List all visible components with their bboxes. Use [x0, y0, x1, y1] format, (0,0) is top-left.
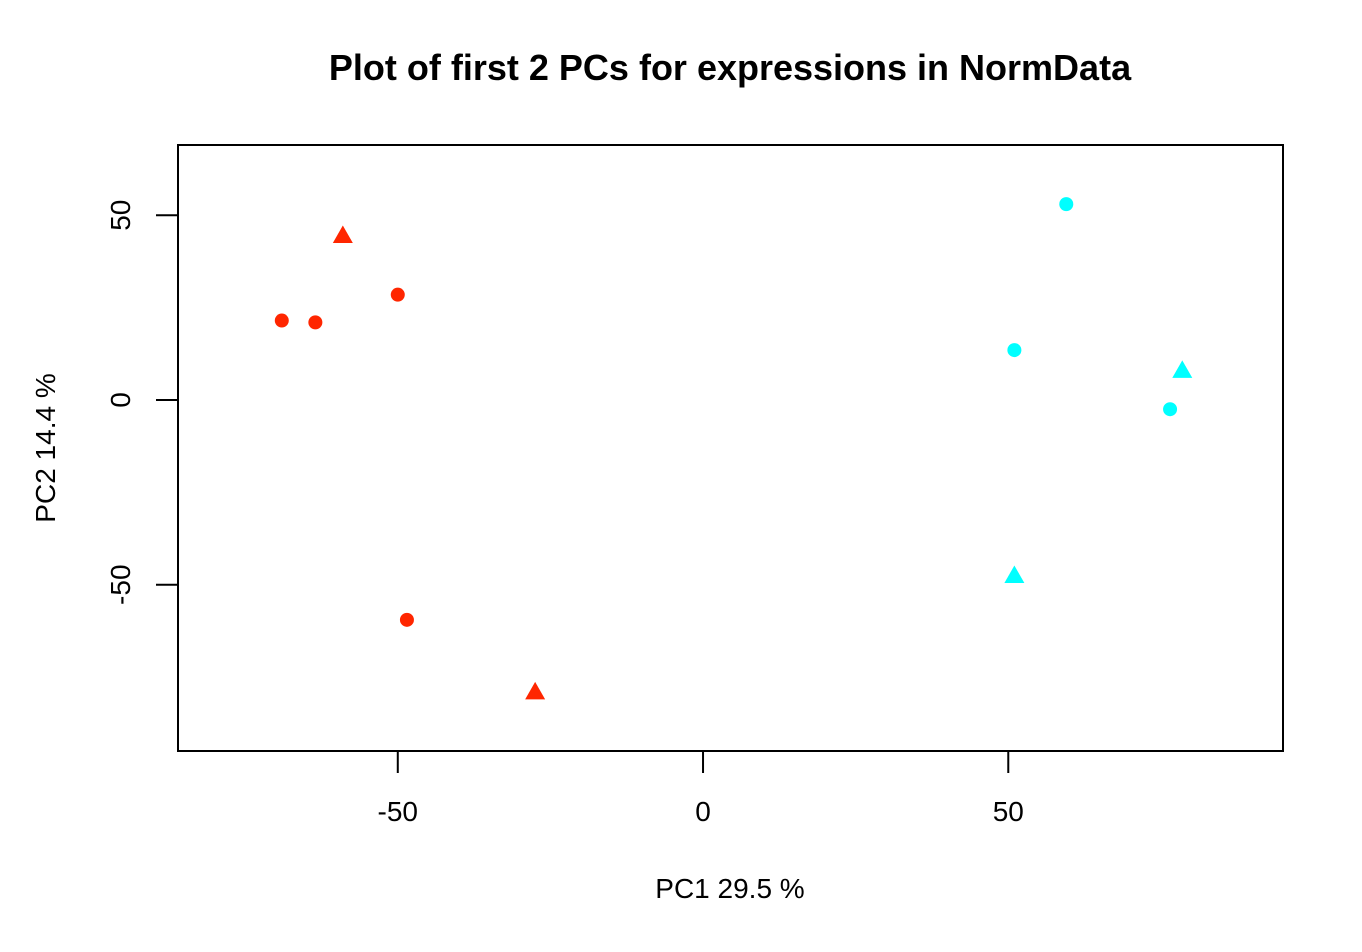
- y-tick-label: 0: [105, 392, 136, 408]
- chart-title: Plot of first 2 PCs for expressions in N…: [329, 47, 1132, 88]
- data-point-triangle: [1004, 565, 1025, 583]
- data-point-circle: [399, 612, 414, 627]
- x-tick-label: 0: [695, 796, 711, 827]
- y-tick-label: 50: [105, 200, 136, 231]
- x-axis: -50 0 50: [378, 750, 1024, 827]
- x-tick-label: -50: [378, 796, 418, 827]
- x-tick-label: 50: [993, 796, 1024, 827]
- y-axis-label: PC2 14.4 %: [30, 373, 61, 522]
- y-tick-label: -50: [105, 564, 136, 604]
- data-point-triangle: [332, 225, 353, 244]
- data-point-circle: [390, 287, 405, 302]
- data-points: [274, 197, 1193, 700]
- y-axis: -50 0 50: [105, 200, 179, 605]
- data-point-circle: [1163, 402, 1178, 417]
- data-point-triangle: [1172, 360, 1193, 378]
- data-point-circle: [1007, 343, 1022, 358]
- data-point-triangle: [525, 681, 546, 700]
- data-point-circle: [308, 315, 323, 330]
- data-point-circle: [1059, 197, 1074, 212]
- data-point-circle: [274, 313, 289, 328]
- x-axis-label: PC1 29.5 %: [655, 873, 804, 904]
